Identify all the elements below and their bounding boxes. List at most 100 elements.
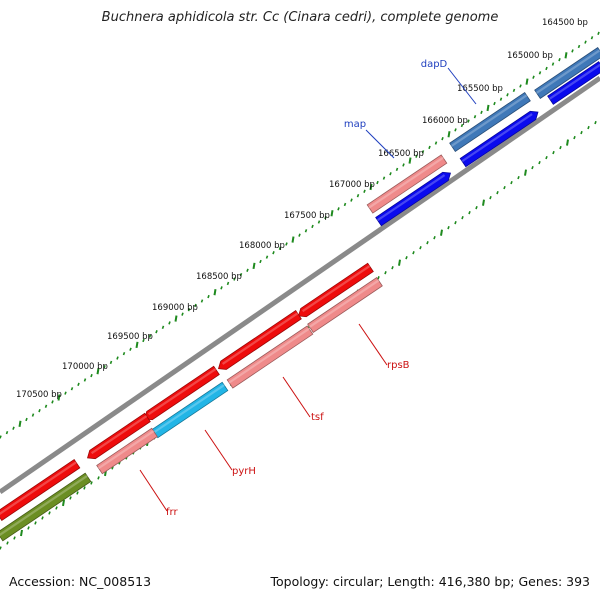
outer-tick — [5, 430, 9, 435]
inner-tick — [398, 259, 401, 266]
outer-tick — [285, 242, 288, 246]
outer-tick — [51, 400, 54, 404]
gene-label-frr: frr — [166, 507, 178, 518]
gene-label-rpsb: rpsB — [387, 360, 410, 371]
inner-tick — [531, 165, 534, 170]
outer-tick — [38, 409, 41, 413]
inner-tick — [461, 216, 464, 220]
outer-tick — [499, 97, 503, 101]
outer-tick — [311, 224, 314, 229]
outer-tick — [122, 351, 126, 356]
inner-tick — [482, 199, 485, 206]
tick-label: 168000 bp — [239, 241, 285, 251]
tick-label: 169500 bp — [107, 332, 153, 342]
gene-leader-line — [358, 323, 388, 366]
outer-tick — [525, 78, 529, 85]
tick-label: 165000 bp — [507, 51, 553, 61]
gene-callouts: dapD map rpsB tsf pyrH frr — [139, 59, 477, 518]
feature-forward-pink — [366, 154, 448, 214]
gene-leader-line — [139, 469, 168, 512]
inner-tick — [48, 511, 51, 515]
inner-tick — [573, 135, 576, 140]
outer-tick — [473, 115, 477, 119]
inner-tick — [76, 491, 79, 495]
outer-tick — [512, 88, 516, 93]
outer-tick — [103, 365, 106, 369]
outer-tick — [259, 259, 262, 264]
gene-leader-line — [282, 376, 311, 418]
gene-leader-line — [204, 429, 233, 471]
outer-tick — [168, 321, 171, 325]
outer-tick — [564, 52, 568, 59]
tick-label: 170500 bp — [16, 390, 62, 400]
outer-tick — [597, 31, 600, 36]
outer-tick — [44, 404, 48, 408]
outer-tick — [551, 62, 555, 66]
tick-label: 170000 bp — [62, 362, 108, 372]
gene-label-map: map — [344, 119, 366, 130]
inner-tick — [566, 139, 569, 146]
outer-tick — [96, 368, 100, 375]
inner-tick — [62, 499, 65, 507]
outer-tick — [278, 246, 282, 251]
inner-tick — [426, 241, 429, 245]
outer-tick — [454, 128, 457, 132]
inner-tick — [524, 169, 527, 176]
outer-tick — [70, 387, 74, 391]
inner-tick — [41, 516, 44, 520]
inner-tick — [419, 246, 422, 250]
outer-tick — [181, 312, 184, 316]
inner-tick — [433, 236, 436, 240]
inner-tick — [384, 271, 387, 275]
outer-tick — [246, 268, 249, 272]
outer-tick — [155, 330, 158, 334]
inner-tick — [454, 221, 457, 225]
feature-reverse-cds — [298, 262, 374, 318]
outer-tick — [330, 210, 334, 217]
outer-tick — [408, 157, 412, 164]
outer-tick — [532, 75, 535, 79]
inner-tick — [83, 486, 86, 490]
outer-tick — [480, 110, 483, 114]
outer-tick — [129, 347, 132, 351]
feature-forward-light — [449, 92, 531, 152]
tick-label: 169000 bp — [152, 303, 198, 313]
outer-tick — [493, 101, 496, 106]
inner-tick — [377, 276, 380, 280]
outer-tick — [369, 183, 373, 191]
inner-tick — [468, 210, 471, 215]
inner-tick — [69, 496, 72, 500]
inner-tick — [20, 529, 23, 537]
outer-tick — [304, 229, 308, 233]
outer-tick — [148, 334, 152, 338]
outer-tick — [64, 391, 67, 395]
tick-label: 168500 bp — [196, 272, 242, 282]
outer-tick — [220, 286, 223, 290]
outer-tick — [415, 154, 418, 158]
inner-tick — [552, 150, 555, 155]
outer-tick — [77, 382, 80, 387]
tick-label: 165500 bp — [457, 84, 503, 94]
outer-tick — [12, 426, 15, 430]
outer-tick — [0, 435, 2, 439]
outer-tick — [213, 289, 217, 296]
feature-reverse-cds — [0, 459, 81, 521]
gene-label-pyrh: pyrH — [232, 466, 256, 477]
outer-tick — [265, 255, 269, 259]
outer-tick — [194, 303, 197, 308]
outer-tick — [428, 145, 431, 150]
outer-tick — [324, 215, 327, 220]
outer-tick — [174, 315, 178, 322]
outer-tick-marks — [0, 31, 600, 439]
outer-tick — [577, 44, 581, 49]
tick-label: 167500 bp — [284, 211, 330, 221]
tick-label: 166000 bp — [422, 116, 468, 126]
inner-tick — [545, 155, 548, 160]
inner-tick — [97, 476, 100, 480]
tick-label: 167000 bp — [329, 180, 375, 190]
outer-tick — [252, 262, 256, 270]
outer-tick — [291, 236, 295, 243]
outer-tick — [233, 277, 236, 281]
outer-tick — [421, 150, 425, 154]
